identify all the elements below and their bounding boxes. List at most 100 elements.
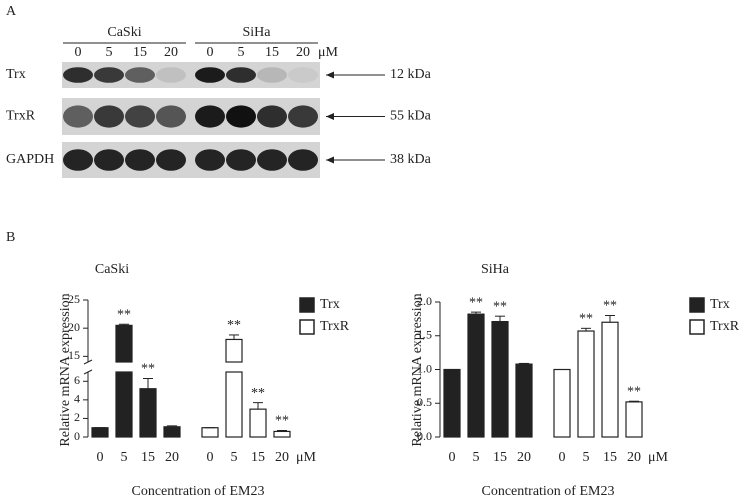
blot-band [63, 149, 93, 171]
y-tick-label: 0 [74, 429, 80, 443]
legend-label: TrxR [710, 319, 740, 334]
significance: ** [251, 386, 265, 401]
significance: ** [469, 295, 483, 310]
blot-band [226, 105, 256, 128]
bar [625, 401, 643, 438]
bar [577, 330, 595, 438]
y-tick-label: 2 [74, 410, 80, 424]
dose-label: 20 [164, 45, 178, 60]
bar [553, 368, 571, 438]
significance: ** [627, 384, 641, 399]
blot-band [288, 149, 318, 171]
x-tick-label: 20 [165, 450, 179, 465]
legend-label: Trx [710, 297, 730, 312]
y-tick-label: 0.5 [417, 395, 432, 409]
dose-label: 15 [133, 45, 147, 60]
bar [467, 313, 485, 438]
bar [225, 371, 243, 438]
significance: ** [141, 362, 155, 377]
blot-band [94, 67, 124, 83]
legend-label: TrxR [320, 319, 350, 334]
size-label: 55 kDa [390, 109, 432, 124]
y-axis-title: Relative mRNA expression [58, 293, 73, 446]
blot-band [156, 149, 186, 171]
blot-band [288, 105, 318, 128]
blot-band [195, 105, 225, 128]
bar [115, 371, 133, 438]
row-label: TrxR [6, 109, 36, 124]
y-tick-label: 0.0 [417, 429, 432, 443]
bar [443, 368, 461, 438]
x-tick-label: 5 [583, 450, 590, 465]
x-tick-label: 15 [603, 450, 617, 465]
blot-band [63, 67, 93, 83]
row-label: Trx [6, 67, 26, 82]
blot-band [257, 67, 287, 83]
blot-band [156, 105, 186, 128]
bar [491, 320, 509, 438]
x-tick-label: 20 [627, 450, 641, 465]
x-unit: μM [296, 450, 317, 465]
blot-band [226, 67, 256, 83]
x-tick-label: 0 [559, 450, 566, 465]
significance: ** [579, 312, 593, 327]
blot-band [63, 105, 93, 128]
significance: ** [227, 318, 241, 333]
x-tick-label: 5 [231, 450, 238, 465]
group-label: CaSki [107, 25, 141, 40]
size-label: 12 kDa [390, 67, 432, 82]
dose-label: 20 [296, 45, 310, 60]
blot-band [125, 149, 155, 171]
legend-swatch [299, 297, 315, 313]
axis-break [83, 359, 93, 365]
size-label: 38 kDa [390, 152, 432, 167]
dose-label: 5 [238, 45, 245, 60]
dose-label: 15 [265, 45, 279, 60]
dose-label: 0 [207, 45, 214, 60]
axis-break [83, 369, 93, 375]
dose-label: 5 [106, 45, 113, 60]
x-tick-label: 15 [251, 450, 265, 465]
y-tick-label: 2.0 [417, 294, 432, 308]
chart-title: SiHa [481, 262, 510, 277]
panel-label: A [6, 4, 17, 19]
bar [115, 324, 133, 363]
blot-band [226, 149, 256, 171]
row-label: GAPDH [6, 152, 54, 167]
blot-band [195, 149, 225, 171]
bar [273, 430, 291, 438]
significance: ** [603, 299, 617, 314]
blot-band [94, 149, 124, 171]
blot-band [257, 105, 287, 128]
y-tick-label: 15 [68, 348, 80, 362]
bar [249, 408, 267, 438]
blot-band [125, 105, 155, 128]
arrowhead [326, 71, 334, 79]
y-axis-title: Relative mRNA expression [410, 293, 425, 446]
blot-band [195, 67, 225, 83]
significance: ** [117, 307, 131, 322]
x-unit: μM [648, 450, 669, 465]
panel-label: B [6, 230, 15, 245]
legend-swatch [299, 319, 315, 335]
dose-unit: μM [318, 45, 339, 60]
chart-title: CaSki [95, 262, 129, 277]
arrowhead [326, 113, 334, 120]
legend-label: Trx [320, 297, 340, 312]
x-tick-label: 0 [449, 450, 456, 465]
x-tick-label: 0 [207, 450, 214, 465]
y-tick-label: 1.5 [417, 328, 432, 342]
y-tick-label: 25 [68, 292, 80, 306]
blot-band [288, 67, 318, 83]
legend-swatch [689, 319, 705, 335]
y-tick-label: 6 [74, 373, 80, 387]
blot-band [125, 67, 155, 83]
blot-band [156, 67, 186, 83]
x-tick-label: 5 [473, 450, 480, 465]
x-axis-title: Concentration of EM23 [482, 484, 615, 499]
significance: ** [275, 414, 289, 429]
bar [225, 338, 243, 363]
bar [139, 388, 157, 438]
bar [201, 427, 219, 438]
